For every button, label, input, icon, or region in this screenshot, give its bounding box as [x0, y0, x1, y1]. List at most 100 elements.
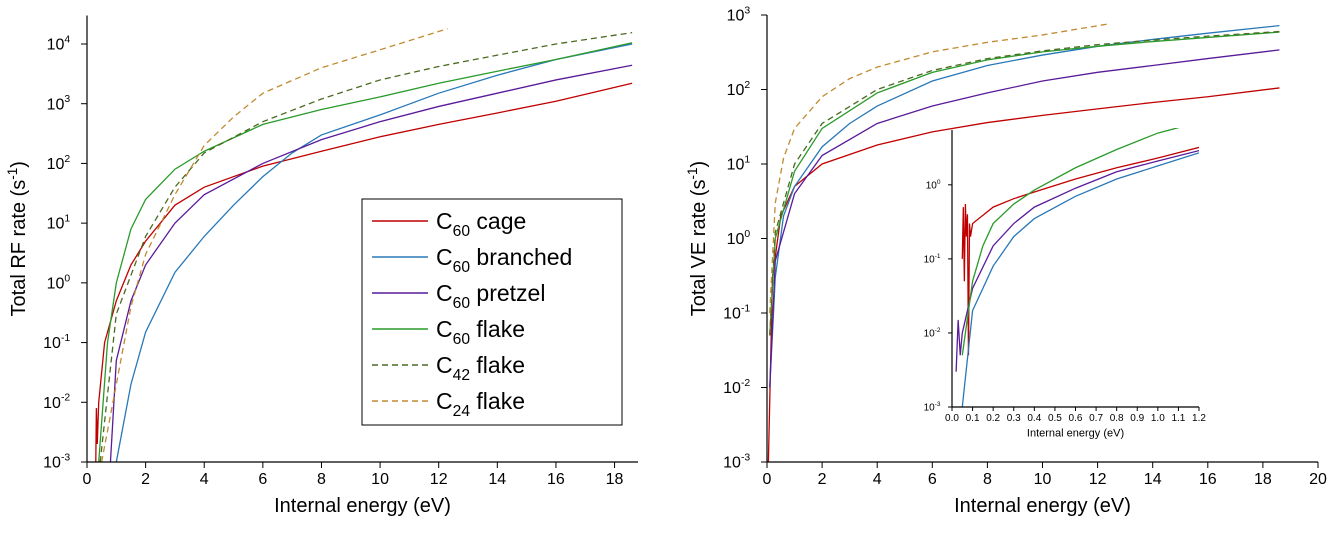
legend-label: C60 branched: [436, 244, 572, 276]
tick-exponent: 2: [744, 80, 750, 91]
x-tick-label: 8: [317, 471, 326, 488]
tick-base: 10: [723, 306, 741, 323]
curve: [961, 152, 1199, 407]
x-tick-label: 0.2: [986, 413, 1000, 424]
x-tick-label: 18: [1254, 471, 1272, 488]
tick-base: 10: [727, 231, 745, 248]
x-tick-label: 18: [606, 471, 624, 488]
tick-base: 10: [924, 403, 936, 414]
x-tick-label: 0: [83, 471, 92, 488]
x-tick-label: 0.7: [1089, 413, 1103, 424]
x-tick-label: 1.1: [1171, 413, 1185, 424]
tick-base: 10: [723, 380, 741, 397]
tick-base: 10: [47, 37, 65, 54]
y-tick-label: 102: [727, 80, 751, 99]
tick-base: 10: [926, 180, 938, 191]
y-tick-label: 100: [47, 273, 71, 292]
x-axis-label: Internal energy (eV): [1027, 427, 1124, 439]
y-axis-label: Total RF rate (s-1): [5, 161, 30, 316]
y-tick-label: 10-2: [723, 378, 750, 397]
curve: [961, 146, 1199, 356]
x-tick-label: 12: [430, 471, 448, 488]
x-tick-label: 16: [547, 471, 565, 488]
y-tick-label: 100: [926, 179, 941, 192]
tick-base: 10: [43, 335, 61, 352]
x-tick-label: 0.5: [1048, 413, 1062, 424]
curve: [767, 87, 1280, 462]
y-tick-label: 10-2: [924, 327, 941, 340]
curve: [95, 82, 633, 462]
x-tick-label: 10: [371, 471, 389, 488]
legend-label: C60 flake: [436, 316, 525, 348]
tick-exponent: 1: [64, 214, 70, 225]
curve: [769, 23, 1109, 314]
x-tick-label: 0.9: [1130, 413, 1144, 424]
x-tick-label: 6: [928, 471, 937, 488]
tick-exponent: 3: [744, 5, 750, 16]
x-tick-label: 1.0: [1151, 413, 1165, 424]
tick-exponent: 0: [64, 273, 70, 284]
x-tick-label: 12: [1089, 471, 1107, 488]
x-tick-label: 0.3: [1007, 413, 1021, 424]
tick-base: 10: [727, 82, 745, 99]
tick-exponent: 4: [64, 34, 70, 45]
tick-exponent: -1: [935, 253, 941, 260]
curve: [109, 64, 633, 462]
x-tick-label: 10: [1034, 471, 1052, 488]
legend-box: [361, 198, 623, 426]
y-tick-label: 104: [47, 34, 71, 53]
x-tick-label: 0: [763, 471, 772, 488]
curve: [769, 49, 1280, 388]
y-tick-label: 100: [727, 229, 751, 248]
tick-exponent: 1: [744, 154, 750, 165]
x-tick-label: 0.1: [966, 413, 980, 424]
x-tick-label: 4: [873, 471, 882, 488]
x-tick-label: 0.8: [1110, 413, 1124, 424]
y-tick-label: 10-1: [43, 333, 70, 352]
curve: [115, 43, 633, 462]
x-tick-label: 0.4: [1027, 413, 1041, 424]
tick-base: 10: [723, 455, 741, 472]
legend-label: C24 flake: [436, 388, 525, 420]
y-tick-label: 10-1: [924, 253, 941, 266]
curve: [101, 28, 448, 462]
y-tick-label: 10-3: [924, 401, 941, 414]
tick-base: 10: [47, 216, 65, 233]
tick-exponent: -3: [61, 452, 70, 463]
curve: [955, 149, 1199, 372]
tick-exponent: 2: [64, 154, 70, 165]
tick-exponent: 3: [64, 94, 70, 105]
y-axis-label: Total VE rate (s-1): [685, 161, 710, 316]
x-axis-label: Internal energy (eV): [954, 495, 1131, 517]
tick-exponent: -2: [935, 327, 941, 334]
tick-base: 10: [727, 8, 745, 25]
tick-exponent: 0: [937, 179, 941, 186]
tick-exponent: -3: [935, 401, 941, 408]
x-tick-label: 8: [983, 471, 992, 488]
curve: [98, 42, 633, 462]
x-tick-label: 6: [258, 471, 267, 488]
legend-label: C60 cage: [436, 208, 526, 240]
tick-base: 10: [43, 455, 61, 472]
tick-base: 10: [47, 275, 65, 292]
tick-exponent: -2: [61, 393, 70, 404]
tick-base: 10: [43, 395, 61, 412]
curve: [769, 30, 1280, 336]
y-tick-label: 10-1: [723, 303, 750, 322]
tick-exponent: 0: [744, 229, 750, 240]
legend-label: C42 flake: [436, 352, 525, 384]
tick-base: 10: [924, 254, 936, 265]
tick-base: 10: [47, 96, 65, 113]
x-tick-label: 0.0: [945, 413, 959, 424]
x-tick-label: 0.6: [1069, 413, 1083, 424]
y-tick-label: 10-2: [43, 393, 70, 412]
tick-exponent: -1: [741, 303, 750, 314]
x-tick-label: 14: [488, 471, 506, 488]
tick-exponent: -2: [741, 378, 750, 389]
tick-exponent: -1: [61, 333, 70, 344]
y-tick-label: 102: [47, 154, 71, 173]
y-tick-label: 101: [47, 214, 71, 233]
tick-base: 10: [47, 156, 65, 173]
x-tick-label: 20: [1309, 471, 1327, 488]
